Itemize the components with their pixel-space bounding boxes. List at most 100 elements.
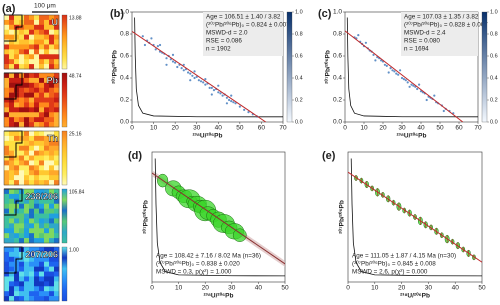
map-pixel [44,247,50,253]
map-pixel [14,102,20,108]
x-tick-label: 50 [478,285,486,292]
map-pixel [29,15,35,21]
map-pixel [34,281,40,287]
map-pixel [44,291,50,297]
panel-letter: (c) [318,8,332,20]
map-pixel [29,135,35,142]
map-pixel [39,160,45,166]
annotation: (²⁰⁷Pb/²⁰⁶Pb)₀ = 0.838 ± 0.020 [156,261,240,268]
map-pixel [4,296,10,302]
map-pixel [14,193,20,200]
map-pixel [9,203,15,209]
map-pixel [39,281,45,287]
map-pixel [9,54,15,60]
y-tick-label: 0.8 [333,31,342,38]
map-pixel [29,145,35,151]
map-pixel [34,291,40,297]
data-point [176,65,179,69]
map-pixel [19,92,25,98]
map-pixel [44,208,50,214]
colorbar-tick-label: 0.2 [295,97,303,103]
map-pixel [49,15,55,21]
y-tick-label: 0.4 [120,75,129,82]
map-pixel [49,145,55,151]
map-pixel [34,107,40,113]
x-tick-label: 60 [455,125,463,132]
map-pixel [39,112,45,118]
map-pixel [29,208,35,214]
map-pixel [9,175,15,181]
map-pixel [19,97,25,103]
map-pixel [4,150,10,156]
map-pixel [24,122,30,128]
map-pixel [44,150,50,156]
map-pixel [54,77,60,84]
map-label: 238/206 [25,191,58,201]
map-pixel [29,296,35,302]
plot-content [348,158,482,277]
map-pixel [44,271,50,277]
map-pixel [34,39,40,45]
map-pixel [44,102,50,108]
map-pixel [4,24,10,31]
map-pixel [44,213,50,219]
map-pixel [4,140,10,147]
map-pixel [24,251,30,258]
data-point [165,57,168,60]
map-pixel [39,233,45,239]
map-pixel [14,286,20,292]
map-pixel [34,165,40,171]
map-pixel [54,180,60,186]
map-pixel [24,44,30,50]
map-pixel [49,286,55,292]
map-pixel [14,160,20,166]
map-pixel [14,112,20,118]
annotation: (²⁰⁷Pb/²⁰⁶Pb)₀ = 0.845 ± 0.008 [352,261,436,268]
colorbar-tick-label: 1.0 [295,9,303,15]
map-pixel [4,251,10,258]
map-pixel [19,276,25,282]
map-pixel [39,92,45,98]
map-pixel [39,218,45,224]
map-pixel [24,256,30,263]
map-pixel [44,82,50,89]
map-pixel [29,189,35,195]
map-pixel [9,150,15,156]
map-pixel [29,44,35,50]
map-pixel [4,15,10,21]
map-pixel [19,87,25,93]
map-pixel [39,251,45,258]
map-pixel [39,189,45,195]
map-pixel [29,218,35,224]
map-pixel [49,64,55,70]
map-pixel [34,92,40,98]
data-point [189,72,192,75]
map-pixel [39,256,45,263]
map-pixel [54,87,60,93]
map-pixel [29,24,35,31]
map-pixel [34,73,40,79]
map-pixel [19,271,25,277]
map-pixel [34,64,40,70]
map-pixel [44,97,50,103]
map-pixel [29,29,35,35]
map-pixel [14,233,20,239]
map-pixel [49,189,55,195]
x-tick-label: 30 [228,285,236,292]
map-pixel [24,92,30,98]
map-pixel [44,135,50,142]
map-pixel [34,170,40,176]
map-pixel [14,218,20,224]
map-pixel [34,87,40,93]
map-pixel [54,281,60,287]
map-pixel [14,107,20,113]
map-pixel [44,233,50,239]
map-pixel [29,291,35,297]
map-pixel [9,34,15,40]
map-pixel [4,87,10,93]
map-pixel [49,165,55,171]
panel-letter: (d) [128,150,142,162]
map-pixel [54,102,60,108]
map-pixel [54,247,60,253]
map-pixel [49,102,55,108]
